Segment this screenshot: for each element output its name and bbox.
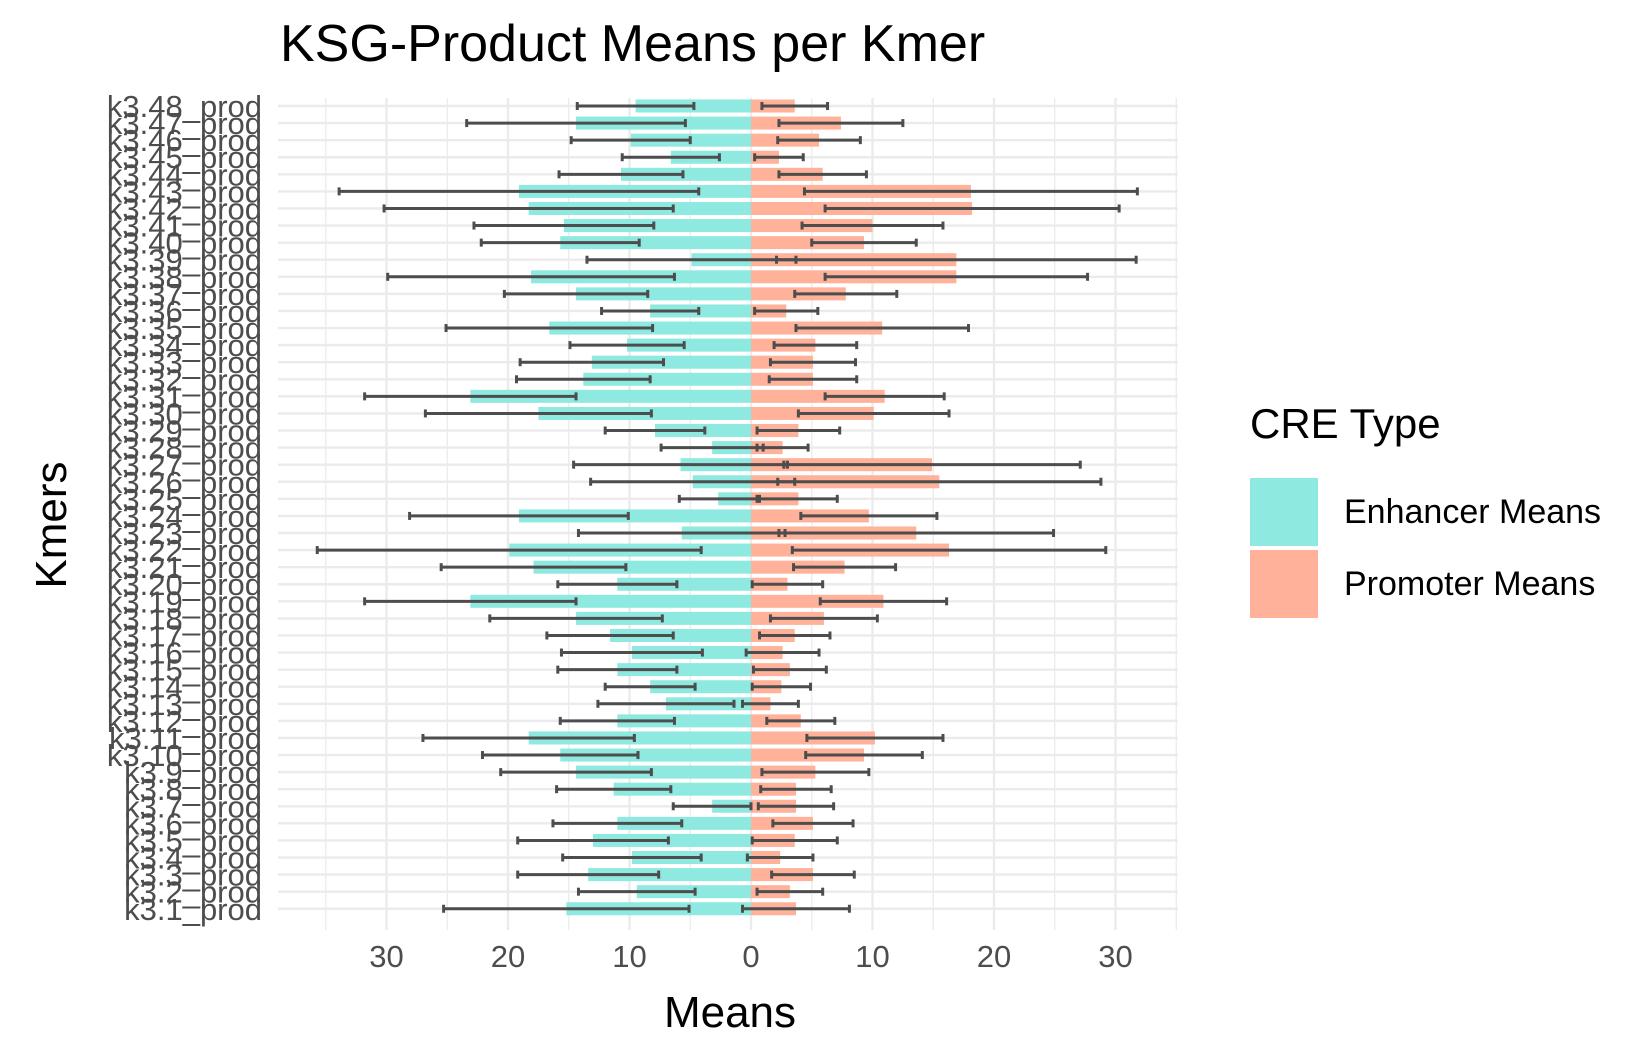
y-tick-label: k3.16_prod — [107, 636, 262, 671]
enhancer-bar — [470, 594, 751, 608]
bars-layer — [470, 99, 973, 916]
y-tick-label: k3.38_prod — [107, 260, 262, 295]
y-tick-label: k3.33_prod — [107, 345, 262, 380]
y-tick-label: k3.14_prod — [107, 670, 262, 705]
y-tick-label: k3.41_prod — [107, 209, 262, 244]
y-tick-label: k3.42_prod — [107, 191, 262, 226]
y-tick-label: k3.30_prod — [107, 396, 262, 431]
y-axis-label: Kmers — [27, 461, 76, 589]
chart-title: KSG-Product Means per Kmer — [280, 15, 986, 73]
promoter-bar — [751, 236, 864, 250]
y-tick-label: k3.1_prod — [124, 892, 262, 927]
y-tick-label: k3.12_prod — [107, 704, 262, 739]
enhancer-bar — [617, 663, 751, 677]
legend-item-promoter: Promoter Means — [1250, 548, 1601, 620]
y-tick-label: k3.11_prod — [109, 721, 262, 756]
y-tick-label: k3.4_prod — [124, 841, 262, 876]
enhancer-bar — [583, 372, 751, 386]
enhancer-bar — [560, 748, 751, 762]
y-tick-label: k3.43_prod — [107, 174, 262, 209]
x-tick-label: 10 — [855, 939, 889, 974]
enhancer-bar — [576, 287, 751, 301]
y-tick-label: k3.32_prod — [107, 362, 262, 397]
x-tick-labels: 30 20 10 0 10 20 30 — [369, 939, 1132, 974]
x-axis-label: Means — [663, 988, 797, 1037]
errorbars-layer — [315, 102, 1139, 913]
enhancer-bar — [593, 833, 751, 847]
y-tick-label: k3.47_prod — [107, 106, 262, 141]
enhancer-bar — [627, 338, 751, 352]
y-tick-labels: k3.1_prodk3.2_prodk3.3_prodk3.4_prodk3.5… — [107, 89, 262, 927]
y-tick-label: k3.21_prod — [107, 550, 262, 585]
y-tick-label: k3.39_prod — [107, 243, 262, 278]
y-tick-label: k3.22_prod — [107, 533, 262, 568]
legend-item-enhancer: Enhancer Means — [1250, 476, 1601, 548]
x-tick-label: 30 — [1098, 939, 1132, 974]
x-tick-label: 20 — [491, 939, 525, 974]
y-tick-label: k3.37_prod — [107, 277, 262, 312]
legend-title: CRE Type — [1250, 400, 1441, 447]
y-tick-label: k3.23_prod — [107, 516, 262, 551]
y-tick-label: k3.9_prod — [124, 755, 262, 790]
y-tick-label: k3.18_prod — [107, 601, 262, 636]
legend-swatch-enhancer — [1250, 478, 1318, 546]
enhancer-bar — [613, 782, 751, 796]
y-tick-label: k3.3_prod — [124, 858, 262, 893]
y-tick-label: k3.35_prod — [107, 311, 262, 346]
y-tick-label: k3.29_prod — [107, 414, 262, 449]
y-tick-label: k3.34_prod — [107, 328, 262, 363]
y-tick-label: k3.44_prod — [107, 157, 262, 192]
y-tick-label: k3.27_prod — [107, 448, 262, 483]
enhancer-bar — [591, 355, 751, 369]
enhancer-bar — [617, 816, 751, 830]
y-tick-label: k3.15_prod — [107, 653, 262, 688]
y-tick-label: k3.19_prod — [107, 584, 262, 619]
y-tick-label: k3.36_prod — [107, 294, 262, 329]
enhancer-bar — [563, 219, 751, 233]
y-tick-label: k3.20_prod — [107, 567, 262, 602]
y-tick-label: k3.5_prod — [124, 823, 262, 858]
y-tick-label: k3.7_prod — [124, 789, 262, 824]
y-tick-label: k3.48_prod — [107, 89, 262, 124]
promoter-bar — [751, 594, 884, 608]
enhancer-bar — [610, 628, 751, 642]
enhancer-bar — [470, 389, 751, 403]
y-tick-label: k3.28_prod — [107, 431, 262, 466]
enhancer-bar — [533, 560, 751, 574]
x-tick-label: 30 — [369, 939, 403, 974]
legend-label-promoter: Promoter Means — [1344, 564, 1596, 603]
enhancer-bar — [528, 731, 751, 745]
y-tick-label: k3.13_prod — [107, 687, 262, 722]
enhancer-bar — [518, 509, 751, 523]
enhancer-bar — [617, 577, 751, 591]
y-tick-label: k3.40_prod — [107, 226, 262, 261]
y-tick-label: k3.31_prod — [107, 379, 262, 414]
y-tick-label: k3.8_prod — [124, 772, 262, 807]
y-tick-label: k3.10_prod — [107, 738, 262, 773]
x-tick-label: 10 — [612, 939, 646, 974]
y-tick-label: k3.2_prod — [124, 875, 262, 910]
enhancer-bar — [588, 868, 751, 882]
y-tick-label: k3.17_prod — [107, 618, 262, 653]
x-tick-label: 0 — [742, 939, 759, 974]
legend-label-enhancer: Enhancer Means — [1344, 492, 1602, 531]
enhancer-bar — [650, 304, 751, 318]
y-tick-label: k3.26_prod — [107, 465, 262, 500]
enhancer-bar — [617, 714, 751, 728]
enhancer-bar — [650, 680, 751, 694]
y-tick-label: k3.46_prod — [107, 123, 262, 158]
y-tick-label: k3.24_prod — [107, 499, 262, 534]
y-tick-label: k3.25_prod — [107, 482, 262, 517]
y-tick-label: k3.6_prod — [124, 806, 262, 841]
legend: CRE Type Enhancer Means Promoter Means — [1250, 400, 1601, 620]
legend-swatch-promoter — [1250, 550, 1318, 618]
y-tick-label: k3.45_prod — [107, 140, 262, 175]
promoter-bar — [751, 389, 885, 403]
enhancer-bar — [560, 236, 751, 250]
enhancer-bar — [576, 765, 751, 779]
enhancer-bar — [620, 167, 751, 181]
x-tick-label: 20 — [977, 939, 1011, 974]
